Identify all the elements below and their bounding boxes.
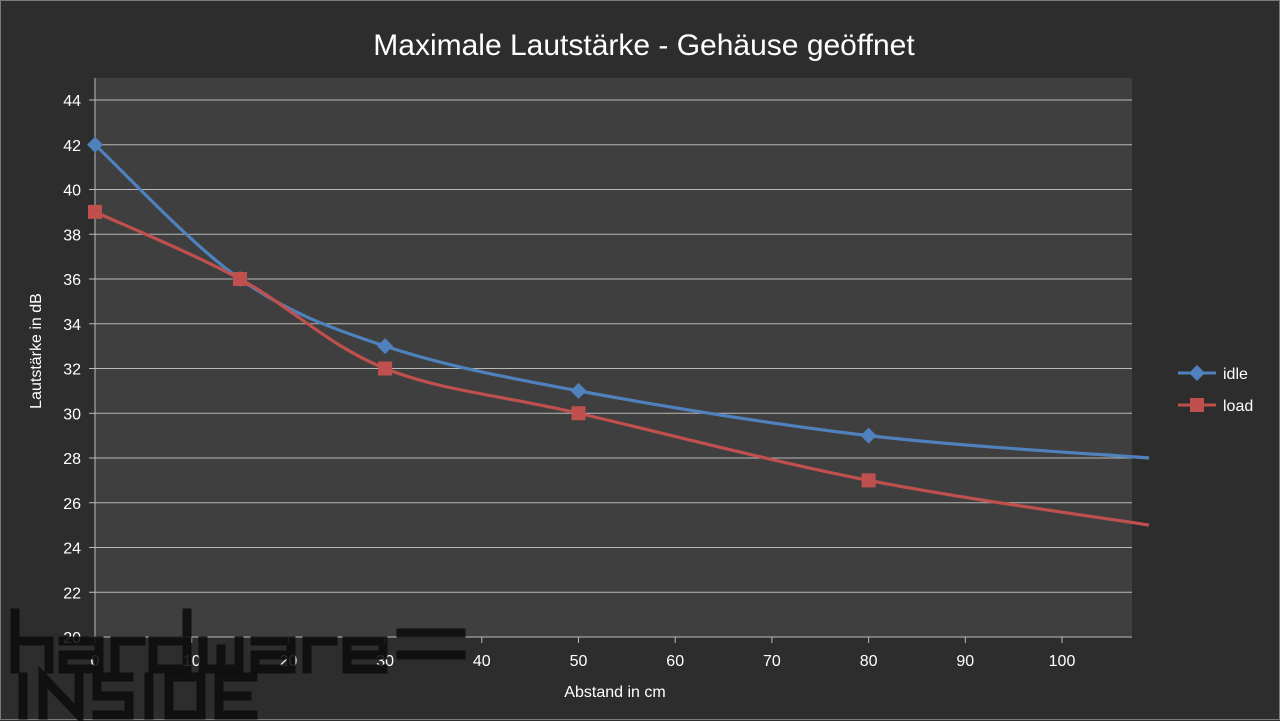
y-tick-label: 28 <box>63 451 81 468</box>
gridlines <box>95 99 1132 593</box>
y-tick-label: 38 <box>63 227 81 244</box>
series-layer <box>87 136 1150 527</box>
y-tick-label: 44 <box>63 93 81 110</box>
data-point-idle <box>377 338 394 355</box>
series-line-idle <box>93 143 1150 460</box>
y-tick-label: 22 <box>63 585 81 602</box>
y-axis-title: Lautstärke in dB <box>28 293 45 409</box>
data-point-load <box>88 204 102 219</box>
data-point-load <box>233 272 248 286</box>
x-axis-title: Abstand in cm <box>564 684 665 701</box>
y-tick-label: 42 <box>63 138 81 155</box>
y-tick-label: 32 <box>63 362 81 379</box>
x-tick-label: 100 <box>1049 653 1076 670</box>
x-tick-label: 70 <box>763 653 781 670</box>
data-point-load <box>861 473 876 488</box>
y-tick-label: 24 <box>63 541 81 558</box>
y-tick-label: 30 <box>63 406 81 423</box>
data-point-idle <box>860 427 877 444</box>
data-point-load <box>571 406 586 421</box>
y-tick-label: 40 <box>63 183 81 200</box>
x-tick-label: 40 <box>473 653 491 670</box>
legend-label: load <box>1223 398 1253 415</box>
legend-entry-load: load <box>1178 398 1253 415</box>
plot-area <box>95 78 1132 637</box>
x-tick-label: 80 <box>860 653 878 670</box>
data-point-load <box>378 361 393 376</box>
y-tick-label: 36 <box>63 272 81 289</box>
data-point-idle <box>87 136 103 153</box>
series-idle <box>87 136 1150 460</box>
hardware-inside-watermark-logo <box>10 608 466 721</box>
legend: idle load <box>1178 365 1253 415</box>
y-tick-label: 34 <box>63 317 81 334</box>
x-tick-label: 90 <box>956 653 974 670</box>
legend-swatch-marker <box>1189 365 1205 381</box>
legend-label: idle <box>1223 366 1248 383</box>
data-point-idle <box>570 382 587 399</box>
y-tick-label: 26 <box>63 496 81 513</box>
x-tick-label: 50 <box>570 653 588 670</box>
x-tick-label: 60 <box>666 653 684 670</box>
legend-entry-idle: idle <box>1178 365 1248 383</box>
legend-swatch-marker <box>1190 398 1204 412</box>
chart-title: Maximale Lautstärke - Gehäuse geöffnet <box>373 29 915 62</box>
series-load <box>88 204 1150 527</box>
